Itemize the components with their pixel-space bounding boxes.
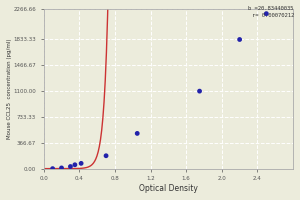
Point (135, 132, 140, 135)
Point (264, 12, 269, 15)
Text: b =20.83440035
r= 0.00070212: b =20.83440035 r= 0.00070212 (248, 6, 294, 18)
X-axis label: Optical Density: Optical Density (139, 184, 198, 193)
Point (68, 165, 73, 168)
Point (73, 163, 77, 166)
Point (104, 154, 109, 157)
Point (79, 162, 83, 165)
Point (237, 38, 242, 41)
Point (59, 166, 64, 170)
Y-axis label: Mouse CCL25  concentration (pg/ml): Mouse CCL25 concentration (pg/ml) (7, 39, 12, 139)
Point (197, 90, 202, 93)
Point (50, 167, 55, 170)
